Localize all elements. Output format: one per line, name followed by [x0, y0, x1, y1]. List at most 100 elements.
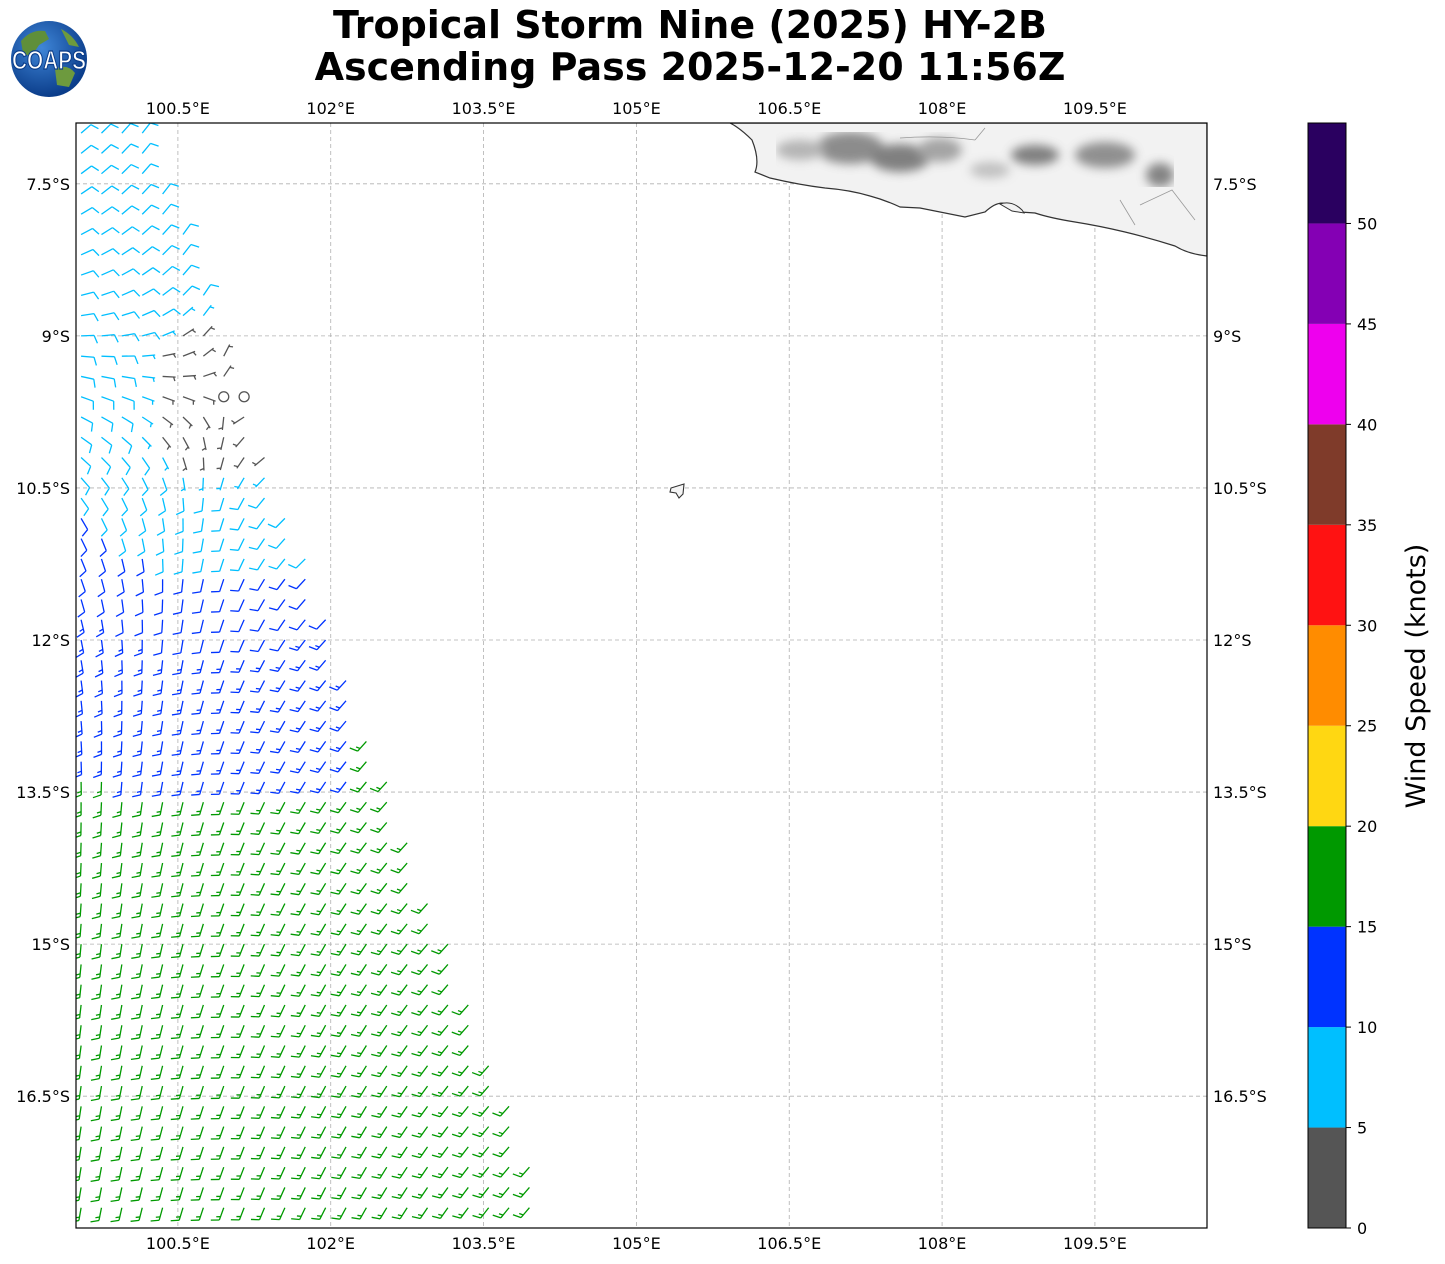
wind-barb	[90, 1126, 103, 1142]
wind-barb	[350, 903, 367, 915]
wind-barb	[250, 1004, 266, 1018]
wind-barb	[211, 558, 225, 573]
wind-barb	[170, 943, 184, 959]
wind-barb	[330, 984, 347, 997]
wind-barb	[150, 1045, 164, 1060]
wind-barb	[80, 291, 100, 300]
wind-barb	[250, 1024, 266, 1038]
wind-barb	[117, 558, 126, 577]
wind-barb	[391, 1126, 408, 1139]
wind-barb	[172, 599, 184, 615]
colorbar-tick-label: 20	[1357, 817, 1377, 836]
wind-barb	[80, 312, 99, 322]
chart-title: Tropical Storm Nine (2025) HY-2B Ascendi…	[90, 4, 1290, 88]
wind-barb	[431, 963, 449, 975]
wind-barb	[80, 270, 100, 278]
wind-barb	[330, 1004, 347, 1017]
wind-barb	[152, 680, 164, 697]
wind-barb	[170, 1146, 184, 1161]
wind-barb	[451, 1065, 469, 1077]
wind-barb	[101, 248, 120, 256]
wind-barb	[92, 802, 103, 819]
wind-barb	[431, 1126, 449, 1138]
wind-barb	[202, 304, 215, 317]
lat-tick-label-right: 7.5°S	[1213, 175, 1257, 194]
wind-barb	[331, 1166, 347, 1180]
wind-barb	[250, 943, 266, 957]
wind-barb	[110, 1187, 123, 1203]
wind-barb	[162, 416, 174, 428]
wind-barb	[130, 1025, 143, 1040]
wind-barb	[130, 1045, 143, 1061]
wind-barb	[250, 842, 266, 856]
wind-barb	[391, 1085, 408, 1098]
wind-barb	[270, 964, 286, 977]
wind-barb	[288, 619, 306, 631]
wind-barb	[270, 1065, 286, 1079]
wind-barb	[191, 862, 204, 877]
wind-barb	[290, 984, 306, 997]
wind-barb	[151, 883, 164, 898]
wind-barb	[230, 720, 245, 734]
wind-barb	[210, 923, 225, 937]
wind-barb	[80, 165, 100, 175]
wind-barb	[290, 883, 306, 896]
wind-barb	[190, 923, 204, 938]
plot-background	[76, 123, 1207, 1228]
wind-barb	[111, 842, 123, 859]
wind-barb	[173, 558, 184, 575]
wind-barbs	[76, 123, 550, 1228]
wind-barb	[309, 741, 327, 753]
wind-barb	[121, 247, 141, 256]
wind-barb	[250, 741, 266, 754]
wind-barb	[78, 578, 86, 598]
wind-barb	[411, 1085, 429, 1098]
wind-barb	[431, 1004, 449, 1016]
wind-barb	[133, 680, 143, 697]
colorbar-tick-label: 35	[1357, 516, 1377, 535]
wind-barb	[151, 781, 164, 797]
wind-barb	[391, 1146, 408, 1159]
lon-tick-label-top: 108°E	[918, 99, 967, 118]
wind-barb	[210, 781, 225, 796]
wind-barb	[191, 700, 204, 715]
wind-barb	[134, 619, 144, 637]
wind-barb	[191, 680, 204, 695]
wind-barb	[121, 123, 139, 134]
wind-barb	[193, 498, 205, 514]
wind-barb	[249, 578, 266, 591]
wind-barb	[80, 416, 94, 432]
wind-barb	[308, 659, 327, 671]
wind-barb	[452, 1166, 469, 1179]
wind-barb	[250, 1085, 266, 1099]
wind-barb	[431, 943, 449, 955]
wind-barb	[190, 1085, 204, 1100]
wind-barb	[330, 943, 347, 956]
wind-barb	[100, 477, 110, 496]
latitude-ticks-left: 7.5°S 9°S 10.5°S 12°S 13.5°S 15°S 16.5°S	[16, 175, 70, 1106]
wind-barb	[76, 842, 82, 859]
wind-barb	[289, 659, 306, 672]
lat-tick-label-right: 9°S	[1213, 327, 1241, 346]
wind-barb	[351, 1065, 367, 1078]
wind-barb	[76, 923, 82, 939]
wind-barb	[192, 538, 205, 554]
wind-barb	[410, 964, 429, 976]
wind-barb	[191, 781, 204, 796]
wind-barb	[390, 923, 408, 935]
colorbar-tick-label: 50	[1357, 214, 1377, 233]
wind-barb	[250, 1106, 266, 1119]
wind-barb	[351, 1207, 367, 1220]
wind-barb	[190, 964, 204, 978]
wind-barb	[210, 842, 225, 856]
wind-barb	[391, 1024, 408, 1037]
wind-barb	[391, 1207, 408, 1220]
wind-barb	[101, 269, 120, 277]
wind-barb	[330, 923, 347, 936]
wind-barb	[162, 224, 180, 235]
wind-barb	[115, 619, 124, 638]
wind-barb	[310, 1024, 327, 1038]
wind-barb	[451, 1024, 469, 1036]
wind-barb	[431, 1146, 449, 1159]
wind-barb	[93, 741, 103, 759]
